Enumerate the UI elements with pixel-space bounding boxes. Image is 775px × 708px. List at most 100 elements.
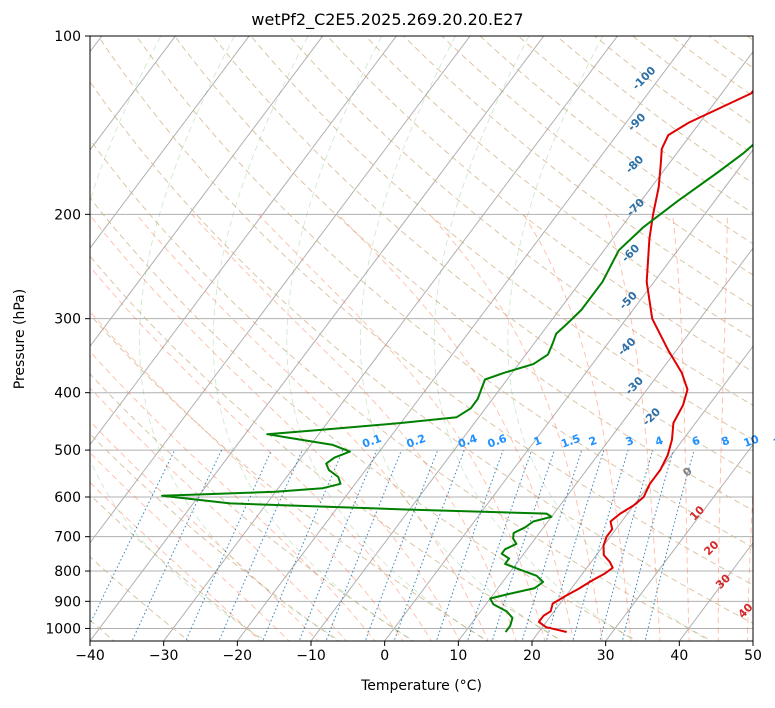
dry-adiabat-line	[90, 139, 713, 641]
x-tick-label: 30	[597, 648, 615, 664]
isotherm-gridline	[531, 345, 753, 641]
moist-adiabat-line	[90, 481, 261, 641]
mixing-ratio-label: 0.4	[456, 432, 479, 451]
isotherm-gridline	[90, 36, 324, 348]
reference-curve	[212, 36, 415, 641]
mixing-ratio-label: 13	[771, 433, 775, 450]
mixing-ratio-line	[572, 449, 629, 641]
dry-adiabat-line	[403, 36, 753, 308]
mixing-ratio-line	[262, 449, 344, 641]
moist-adiabat-line	[523, 214, 632, 641]
isotherm-gridline	[90, 36, 471, 544]
mixing-ratio-label: 0.1	[360, 432, 383, 451]
dry-adiabat-line	[479, 36, 753, 245]
dry-adiabat-label: -80	[623, 153, 646, 176]
x-tick-label: 50	[744, 648, 762, 664]
moist-adiabat-line	[747, 484, 753, 641]
mixing-ratio-line	[644, 449, 695, 641]
y-tick-label: 1000	[45, 621, 81, 637]
chart-title: wetPf2_C2E5.2025.269.20.20.E27	[251, 10, 524, 29]
moist-adiabat-line	[717, 214, 728, 641]
dry-adiabat-line	[593, 36, 753, 155]
dry-adiabat-line	[90, 494, 265, 641]
dry-adiabat-line	[174, 36, 753, 512]
moist-adiabat-line	[136, 214, 489, 641]
mixing-ratio-line	[545, 449, 605, 641]
mixing-ratio-label: 10	[742, 432, 761, 450]
moist-adiabat-label: 30	[713, 571, 733, 591]
dry-adiabat-line	[90, 556, 190, 641]
x-tick-label: 40	[670, 648, 688, 664]
y-tick-label: 100	[54, 29, 81, 45]
moist-adiabat-line	[191, 214, 517, 641]
mixing-ratio-label: 4	[653, 434, 665, 449]
reference-curve	[507, 36, 710, 641]
isotherm-gridline	[310, 50, 753, 641]
y-tick-label: 200	[54, 207, 81, 223]
dry-adiabat-line	[212, 36, 753, 476]
dewpoint-profile-line	[161, 143, 753, 633]
reference-curve	[433, 36, 636, 641]
mixing-ratio-label: 8	[720, 434, 732, 449]
x-tick-label: 20	[523, 648, 541, 664]
reference-curve	[139, 36, 342, 641]
y-tick-label: 900	[54, 594, 81, 610]
dry-adiabat-line	[90, 255, 564, 641]
dry-adiabat-label: -60	[619, 241, 642, 264]
mixing-ratio-line	[185, 449, 272, 641]
plot-frame	[89, 35, 754, 642]
mixing-ratio-line	[131, 449, 223, 641]
moist-adiabat-line	[90, 310, 404, 641]
x-tick-label: −20	[223, 648, 253, 664]
dry-adiabat-label: -30	[623, 374, 646, 397]
moist-adiabat-line	[258, 213, 546, 641]
dry-adiabat-line	[746, 36, 753, 41]
moist-adiabat-line	[337, 213, 575, 641]
moist-adiabat-line	[90, 387, 347, 641]
moist-adiabat-line	[90, 420, 319, 641]
dry-adiabat-label: -50	[617, 289, 640, 312]
y-tick-label: 500	[54, 443, 81, 459]
isotherm-gridline	[752, 640, 753, 641]
x-tick-label: −30	[149, 648, 179, 664]
mixing-ratio-line	[621, 449, 674, 641]
dry-adiabat-label: -40	[615, 335, 638, 358]
x-tick-label: −40	[75, 648, 105, 664]
moist-adiabat-line	[429, 214, 603, 641]
mixing-ratio-line	[393, 449, 465, 641]
isotherm-gridline	[90, 36, 398, 446]
isotherm-gridline	[678, 541, 753, 641]
moist-adiabat-line	[90, 265, 432, 641]
dry-adiabat-line	[97, 36, 753, 586]
dry-adiabat-line	[90, 80, 753, 624]
dry-adiabat-label: -90	[625, 110, 648, 133]
mixing-ratio-line	[521, 449, 583, 641]
x-tick-label: 10	[449, 648, 467, 664]
y-tick-label: 300	[54, 312, 81, 328]
dry-adiabat-line	[90, 313, 489, 641]
y-axis-label: Pressure (hPa)	[12, 288, 28, 390]
mixing-ratio-line	[435, 449, 504, 641]
dry-adiabat-label: -70	[624, 196, 647, 219]
y-tick-label: 700	[54, 530, 81, 546]
mixing-ratio-line	[218, 449, 303, 641]
mixing-ratio-line	[298, 449, 378, 641]
moist-adiabat-line	[672, 214, 690, 641]
mixing-ratio-line	[599, 449, 654, 641]
moist-adiabat-line	[605, 214, 661, 641]
moist-adiabat-label: 0	[680, 464, 695, 479]
moist-adiabat-line	[90, 452, 290, 641]
reference-curve	[90, 36, 268, 641]
dry-adiabat-line	[90, 197, 638, 641]
y-tick-label: 400	[54, 386, 81, 402]
mixing-ratio-label: 1	[532, 434, 544, 449]
dry-adiabat-line	[364, 36, 753, 340]
y-tick-label: 600	[54, 490, 81, 506]
x-tick-label: 0	[380, 648, 389, 664]
isotherm-gridline	[384, 149, 753, 641]
moist-adiabat-line	[90, 214, 461, 641]
mixing-ratio-line	[325, 449, 402, 641]
mixing-ratio-label: 0.6	[486, 432, 509, 451]
